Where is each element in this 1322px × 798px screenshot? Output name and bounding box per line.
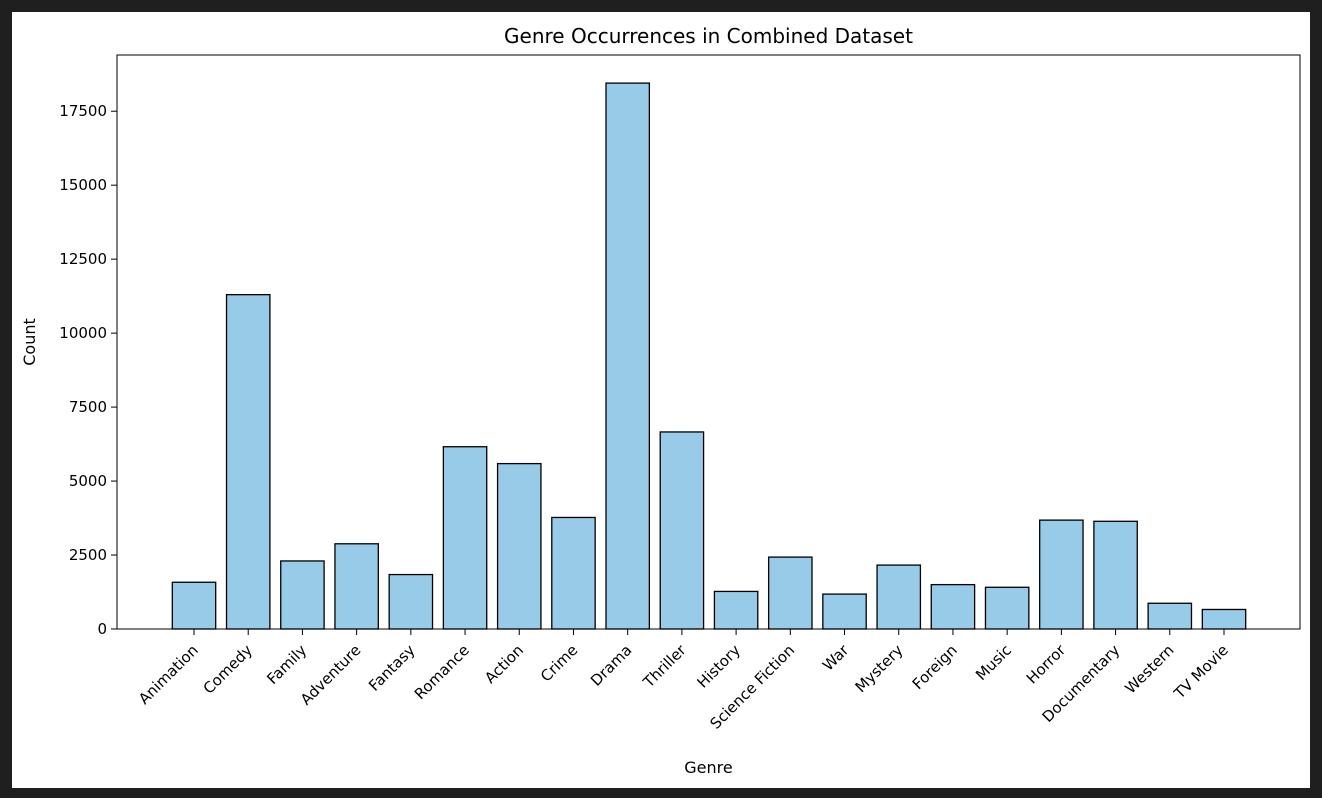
- bar-romance: [443, 447, 486, 629]
- bar-war: [823, 594, 866, 629]
- x-tick-label: Crime: [537, 641, 581, 685]
- bar-history: [714, 591, 757, 629]
- x-tick-label: TV Movie: [1170, 641, 1232, 703]
- chart-title: Genre Occurrences in Combined Dataset: [504, 24, 913, 48]
- bar-horror: [1040, 520, 1083, 629]
- bar-action: [498, 464, 541, 629]
- figure-frame: Genre Occurrences in Combined Dataset 0 2…: [12, 12, 1310, 788]
- bar-family: [281, 561, 324, 629]
- bar-western: [1148, 603, 1191, 629]
- x-tick-label: Romance: [411, 641, 473, 703]
- bar-comedy: [227, 295, 270, 629]
- y-tick-label: 17500: [59, 102, 107, 120]
- bars-layer: [172, 83, 1245, 629]
- x-tick-label: History: [693, 641, 744, 692]
- y-tick-label: 7500: [69, 398, 107, 416]
- y-tick-label: 15000: [59, 176, 107, 194]
- bar-mystery: [877, 565, 920, 629]
- bar-science-fiction: [769, 557, 812, 629]
- bar-chart: Genre Occurrences in Combined Dataset 0 2…: [12, 12, 1310, 788]
- x-tick-label: Western: [1121, 641, 1177, 697]
- bar-animation: [172, 582, 215, 629]
- x-tick-label: Horror: [1023, 641, 1070, 688]
- y-tick-label: 0: [97, 620, 107, 638]
- bar-thriller: [660, 432, 703, 629]
- x-tick-label: Fantasy: [365, 641, 419, 695]
- x-tick-label: Action: [481, 641, 527, 687]
- x-tick-label: Music: [972, 641, 1015, 684]
- bar-crime: [552, 517, 595, 629]
- bar-documentary: [1094, 521, 1137, 629]
- y-axis-title: Count: [20, 318, 39, 366]
- y-tick-label: 5000: [69, 472, 107, 490]
- bar-foreign: [931, 585, 974, 629]
- y-tick-label: 2500: [69, 546, 107, 564]
- bar-tv-movie: [1202, 609, 1245, 629]
- y-tick-label: 12500: [59, 250, 107, 268]
- x-tick-label: Comedy: [200, 641, 257, 698]
- x-tick-label: War: [819, 641, 853, 675]
- bar-adventure: [335, 544, 378, 629]
- x-tick-label: Thriller: [639, 641, 690, 692]
- bar-music: [985, 587, 1028, 629]
- x-axis-title: Genre: [684, 758, 732, 777]
- y-tick-label: 10000: [59, 324, 107, 342]
- bar-fantasy: [389, 575, 432, 629]
- bar-drama: [606, 83, 649, 629]
- x-tick-label: Family: [263, 641, 310, 688]
- x-tick-label: Animation: [135, 641, 202, 708]
- x-tick-label: Foreign: [909, 641, 961, 693]
- x-tick-label: Drama: [587, 641, 636, 690]
- x-tick-label: Mystery: [852, 641, 907, 696]
- y-axis: 0 2500 5000 7500 10000 12500 15000 17500: [59, 102, 117, 638]
